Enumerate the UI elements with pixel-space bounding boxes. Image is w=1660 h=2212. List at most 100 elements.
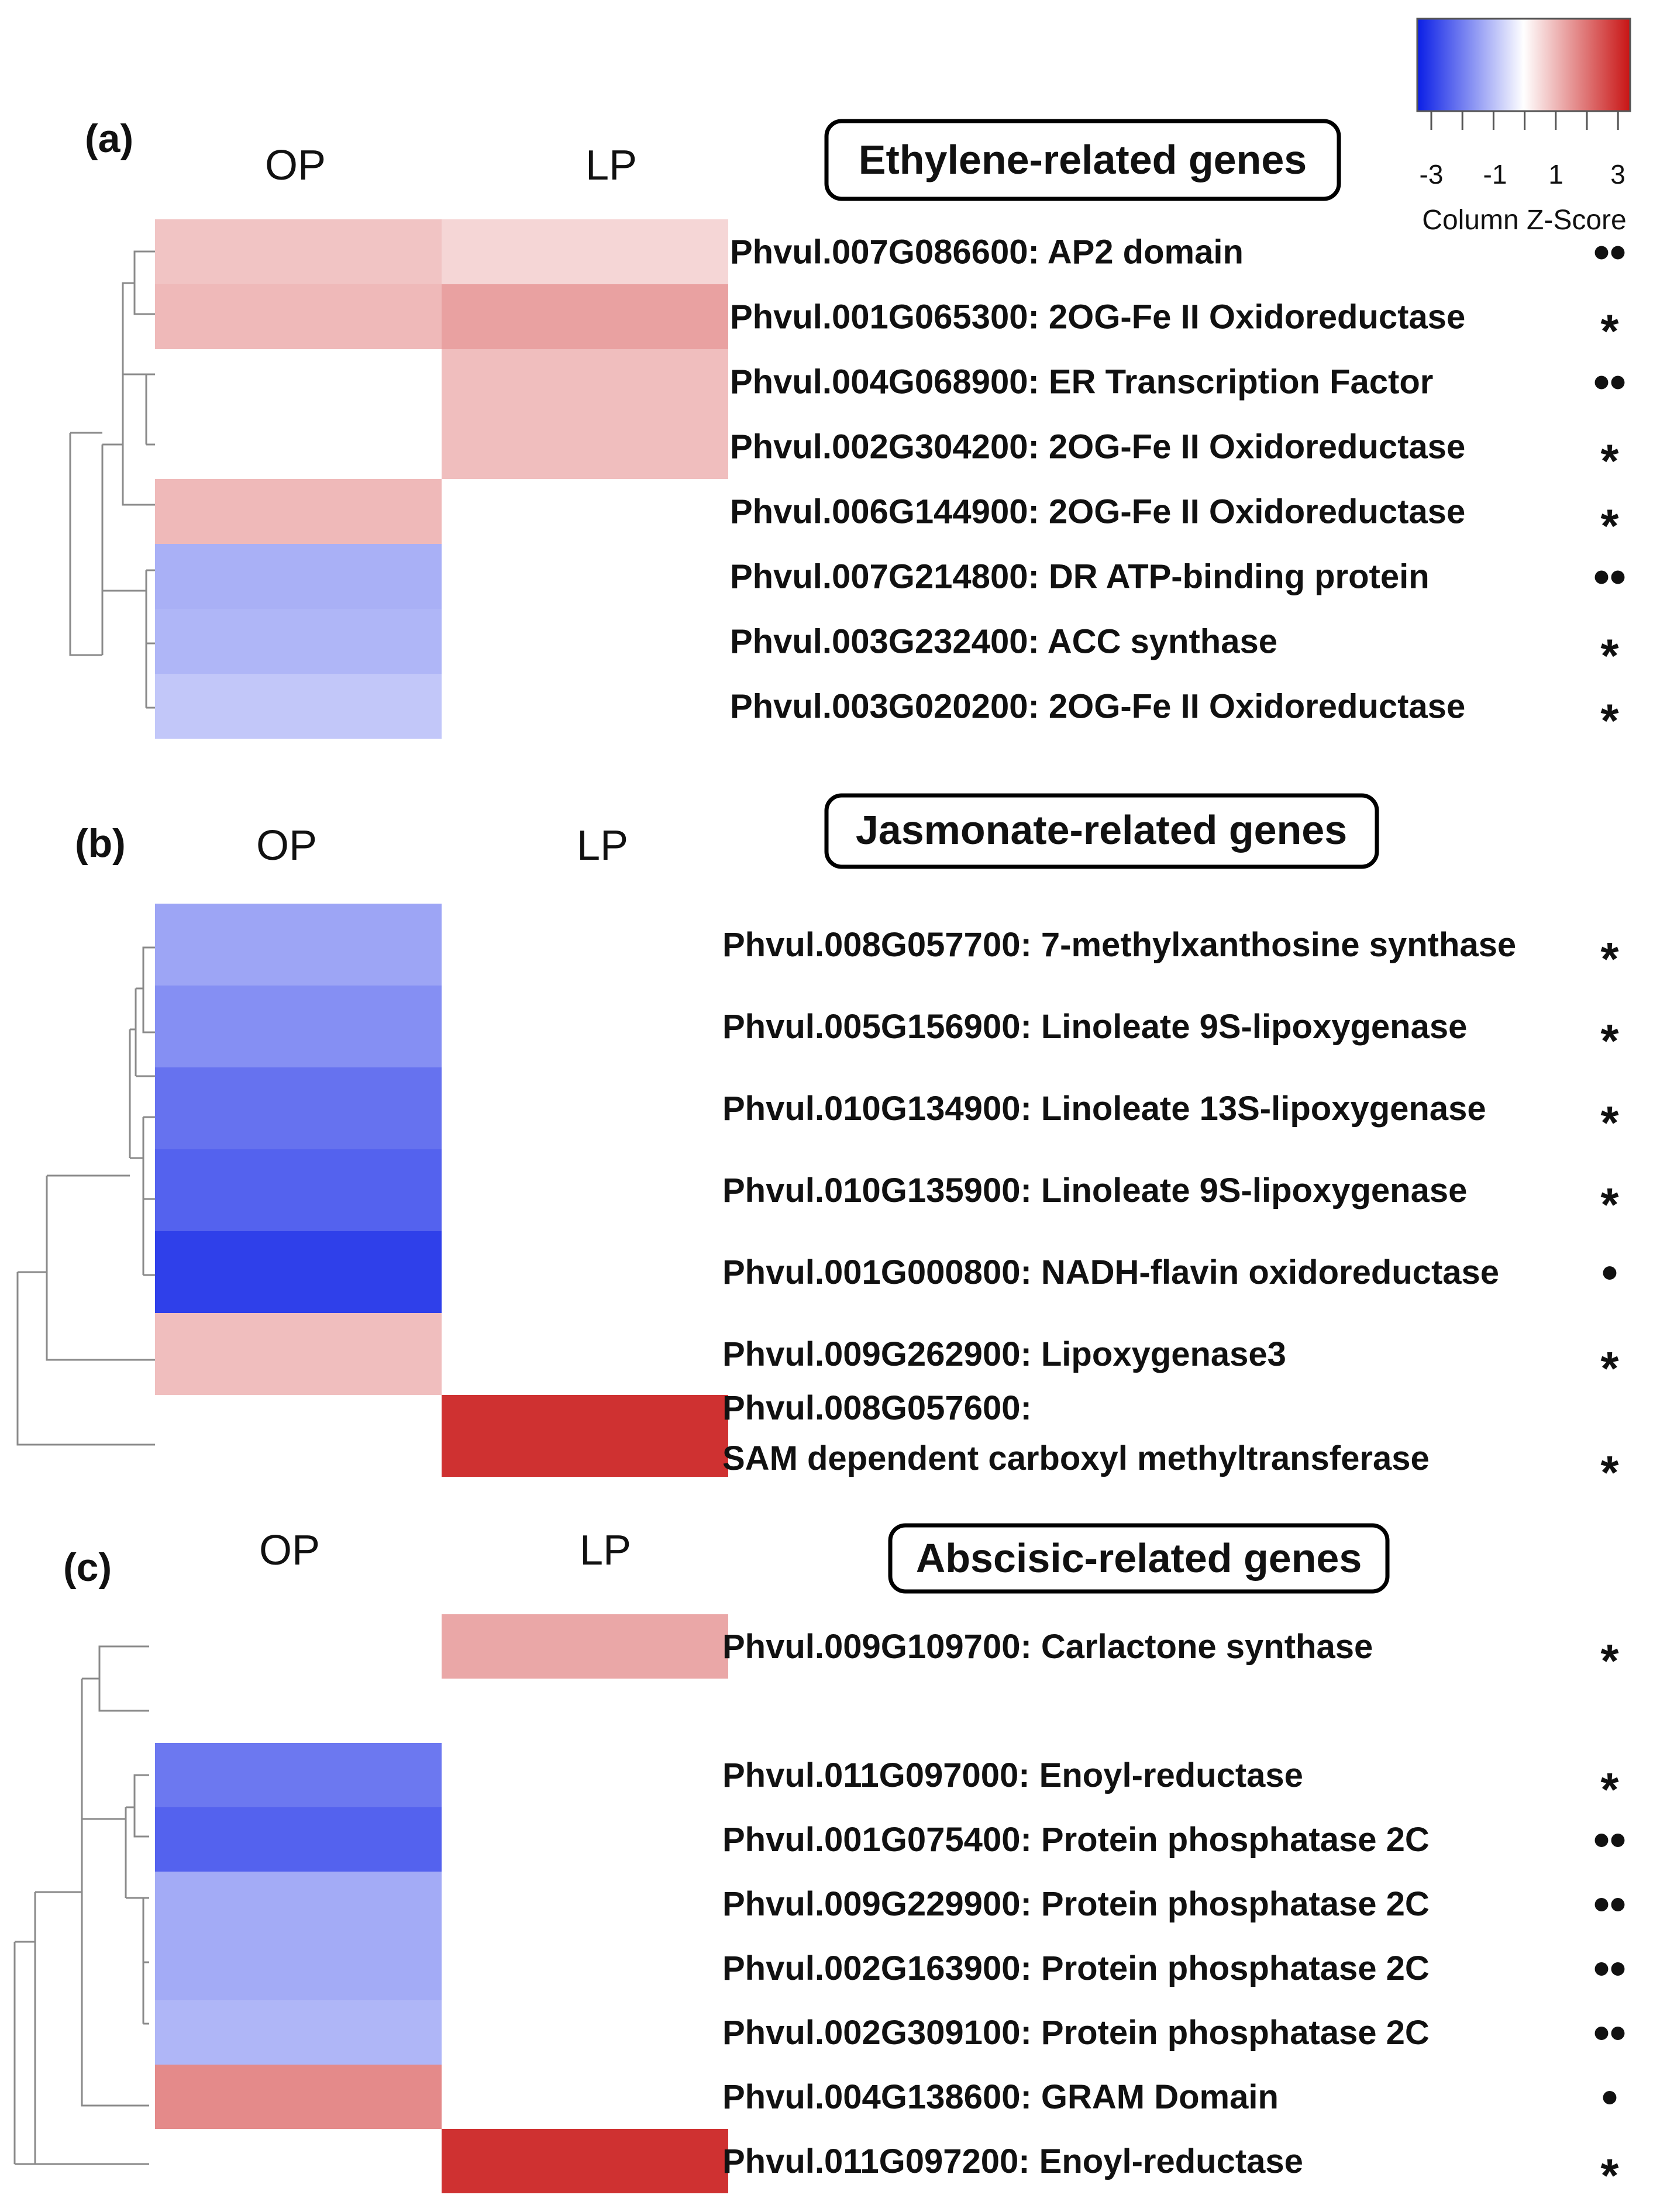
heatmap-cell xyxy=(442,284,728,349)
heatmap-cell xyxy=(155,479,442,544)
heatmap-cell xyxy=(155,1936,442,2000)
gene-label: Phvul.002G304200: 2OG-Fe II Oxidoreducta… xyxy=(730,428,1465,466)
legend-tick-label: 3 xyxy=(1610,159,1625,189)
gene-label: Phvul.003G232400: ACC synthase xyxy=(730,623,1277,661)
heatmap-cell xyxy=(155,1743,442,1807)
gene-label: Phvul.007G086600: AP2 domain xyxy=(730,233,1244,271)
gene-label: Phvul.010G135900: Linoleate 9S-lipoxygen… xyxy=(722,1172,1467,1210)
heatmap-cell xyxy=(155,674,442,739)
column-label-lp: LP xyxy=(580,1527,631,1574)
gene-label: Phvul.001G075400: Protein phosphatase 2C xyxy=(722,1821,1430,1859)
heatmap-cell xyxy=(442,2129,728,2193)
heatmap-cell xyxy=(155,1067,442,1149)
column-label-op: OP xyxy=(259,1527,320,1574)
heatmap-cell xyxy=(155,284,442,349)
color-key-ticks xyxy=(1430,111,1619,130)
panel-title-box xyxy=(824,119,1341,201)
gene-label: Phvul.008G057600: xyxy=(722,1389,1032,1427)
heatmap-cell xyxy=(442,1743,728,1807)
significance-mark: * xyxy=(1600,1015,1619,1067)
panel-title-box xyxy=(888,1523,1390,1594)
column-label-lp: LP xyxy=(586,142,637,189)
heatmap-cell xyxy=(442,1872,728,1936)
heatmap-cell xyxy=(155,1614,442,1679)
heatmap-cell xyxy=(442,1313,728,1395)
significance-mark: •• xyxy=(1593,226,1626,278)
gene-label: Phvul.001G000800: NADH-flavin oxidoreduc… xyxy=(722,1253,1499,1291)
row-dendrogram-c xyxy=(13,1645,149,2165)
heatmap-cell xyxy=(442,414,728,479)
heatmap-cell xyxy=(442,1149,728,1231)
significance-mark: • xyxy=(1602,1246,1618,1298)
heatmap-cell xyxy=(442,1395,728,1477)
heatmap-cell xyxy=(442,479,728,544)
heatmap-cell xyxy=(442,1231,728,1313)
panel-title: Abscisic-related genes xyxy=(916,1535,1362,1581)
significance-marks-b: * * * * • * * xyxy=(1600,933,1619,1498)
gene-label: Phvul.008G057700: 7-methylxanthosine syn… xyxy=(722,926,1516,964)
significance-mark: * xyxy=(1600,500,1619,552)
significance-mark: * xyxy=(1600,1446,1619,1498)
gene-label-line2: SAM dependent carboxyl methyltransferase xyxy=(722,1439,1430,1477)
color-key: -3 -1 1 3 Column Z-Score xyxy=(1416,18,1631,236)
heatmap-cell xyxy=(442,1614,728,1679)
heatmap-cell xyxy=(442,2000,728,2065)
panel-b: (b) OP LP Jasmonate-related genes Phvul.… xyxy=(16,793,1619,1498)
gene-label: Phvul.011G097200: Enoyl-reductase xyxy=(722,2142,1303,2180)
heatmap-cell xyxy=(442,349,728,414)
gene-label: Phvul.004G138600: GRAM Domain xyxy=(722,2078,1279,2116)
gene-labels-c: Phvul.009G109700: Carlactone synthase Phv… xyxy=(722,1628,1430,2180)
color-key-gradient xyxy=(1416,18,1631,112)
gene-label: Phvul.001G065300: 2OG-Fe II Oxidoreducta… xyxy=(730,298,1465,336)
significance-mark: •• xyxy=(1593,356,1626,408)
heatmap-cell xyxy=(442,1807,728,1872)
significance-mark: •• xyxy=(1593,1814,1626,1866)
gene-labels-b: Phvul.008G057700: 7-methylxanthosine syn… xyxy=(722,926,1516,1477)
gene-label: Phvul.009G109700: Carlactone synthase xyxy=(722,1628,1373,1666)
heatmap-cells-b xyxy=(155,904,728,1477)
row-dendrogram-b xyxy=(16,946,155,1446)
gene-label: Phvul.002G309100: Protein phosphatase 2C xyxy=(722,2014,1430,2052)
panel-label: (a) xyxy=(85,116,133,161)
heatmap-cell xyxy=(155,349,442,414)
panel-a: (a) OP LP Ethylene-related genes Phvul.0… xyxy=(69,116,1626,747)
significance-marks-c: **•••••••••* xyxy=(1593,1635,1626,2201)
significance-mark: * xyxy=(1600,1763,1619,1815)
gene-label: Phvul.002G163900: Protein phosphatase 2C xyxy=(722,1949,1430,1987)
column-label-lp: LP xyxy=(577,822,628,869)
gene-label: Phvul.010G134900: Linoleate 13S-lipoxyge… xyxy=(722,1090,1486,1128)
heatmap-cells-a xyxy=(155,219,728,739)
significance-mark: * xyxy=(1600,305,1619,357)
heatmap-cell xyxy=(155,2129,442,2193)
heatmap-cell xyxy=(155,1313,442,1395)
gene-label: Phvul.009G262900: Lipoxygenase3 xyxy=(722,1335,1286,1373)
significance-mark: * xyxy=(1600,933,1619,985)
heatmap-cell xyxy=(155,904,442,986)
heatmap-cell xyxy=(155,544,442,609)
legend-tick-label: -1 xyxy=(1483,159,1507,189)
heatmap-cell xyxy=(155,219,442,284)
significance-mark: * xyxy=(1600,1179,1619,1231)
heatmap-cells-c xyxy=(155,1614,728,2193)
significance-mark: * xyxy=(1600,695,1619,747)
significance-mark: •• xyxy=(1593,551,1626,603)
panel-title: Ethylene-related genes xyxy=(859,137,1307,182)
heatmap-cell xyxy=(155,2000,442,2065)
significance-mark: * xyxy=(1600,435,1619,487)
heatmap-cell xyxy=(155,1149,442,1231)
heatmap-cell xyxy=(155,1679,442,1743)
heatmap-cell xyxy=(442,1936,728,2000)
significance-mark: * xyxy=(1600,1097,1619,1149)
heatmap-cell xyxy=(442,1067,728,1149)
legend-tick-label: 1 xyxy=(1548,159,1563,189)
heatmap-cell xyxy=(442,986,728,1067)
panel-title: Jasmonate-related genes xyxy=(856,807,1347,853)
significance-mark: * xyxy=(1600,2149,1619,2201)
heatmap-cell xyxy=(155,1872,442,1936)
panel-label: (b) xyxy=(75,821,126,866)
column-label-op: OP xyxy=(265,142,326,189)
significance-mark: • xyxy=(1602,2071,1618,2123)
row-dendrogram-a xyxy=(69,250,155,709)
gene-label: Phvul.003G020200: 2OG-Fe II Oxidoreducta… xyxy=(730,688,1465,726)
